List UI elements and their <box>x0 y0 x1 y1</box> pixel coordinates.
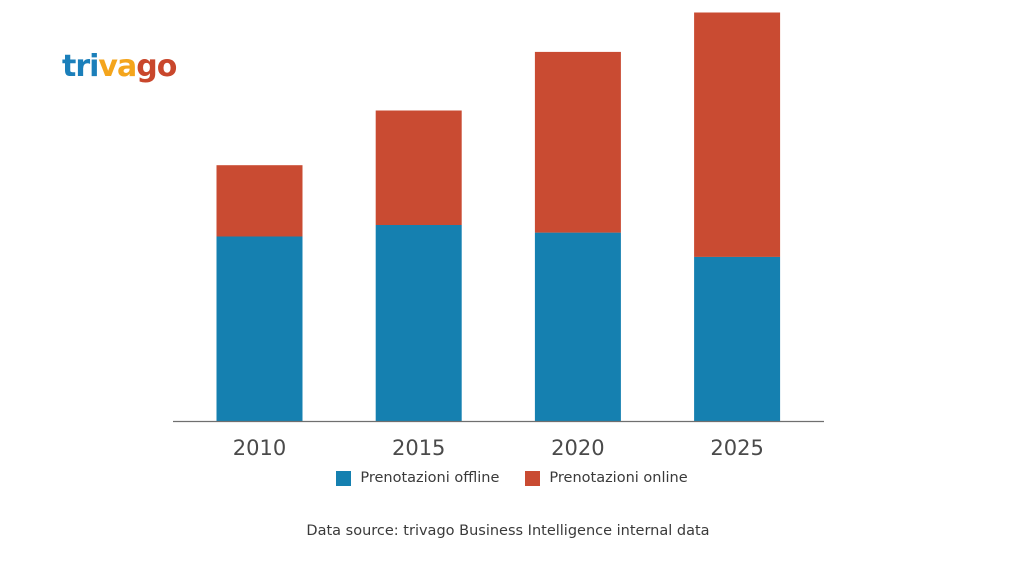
legend-item-online: Prenotazioni online <box>525 470 688 486</box>
x-tick-label-2020: 2020 <box>551 436 604 460</box>
x-tick-label-2015: 2015 <box>392 436 445 460</box>
bar-offline-2015 <box>375 225 462 421</box>
bars-group <box>216 12 781 421</box>
bar-online-2010 <box>216 165 303 237</box>
bar-online-2025 <box>694 12 781 257</box>
legend-item-offline: Prenotazioni offline <box>336 470 499 486</box>
bar-offline-2025 <box>694 256 781 421</box>
bar-online-2015 <box>375 110 462 225</box>
legend: Prenotazioni offline Prenotazioni online <box>0 470 1016 486</box>
x-tick-label-2010: 2010 <box>233 436 286 460</box>
legend-swatch-offline <box>336 470 352 486</box>
legend-swatch-online <box>525 470 541 486</box>
bar-offline-2010 <box>216 236 303 421</box>
legend-label-offline: Prenotazioni offline <box>360 470 500 486</box>
trivago-logo: trivago <box>62 47 177 87</box>
logo-part-tri: tri <box>62 49 99 84</box>
x-tick-label-2025: 2025 <box>710 436 763 460</box>
data-source-note: Data source: trivago Business Intelligen… <box>306 523 710 539</box>
x-tick-labels: 2010 2015 2020 2025 <box>233 436 764 460</box>
bar-offline-2020 <box>534 232 621 421</box>
logo-part-va: va <box>98 49 137 84</box>
legend-label-online: Prenotazioni online <box>549 470 688 486</box>
logo-part-go: go <box>136 49 177 84</box>
bar-online-2020 <box>534 51 621 233</box>
